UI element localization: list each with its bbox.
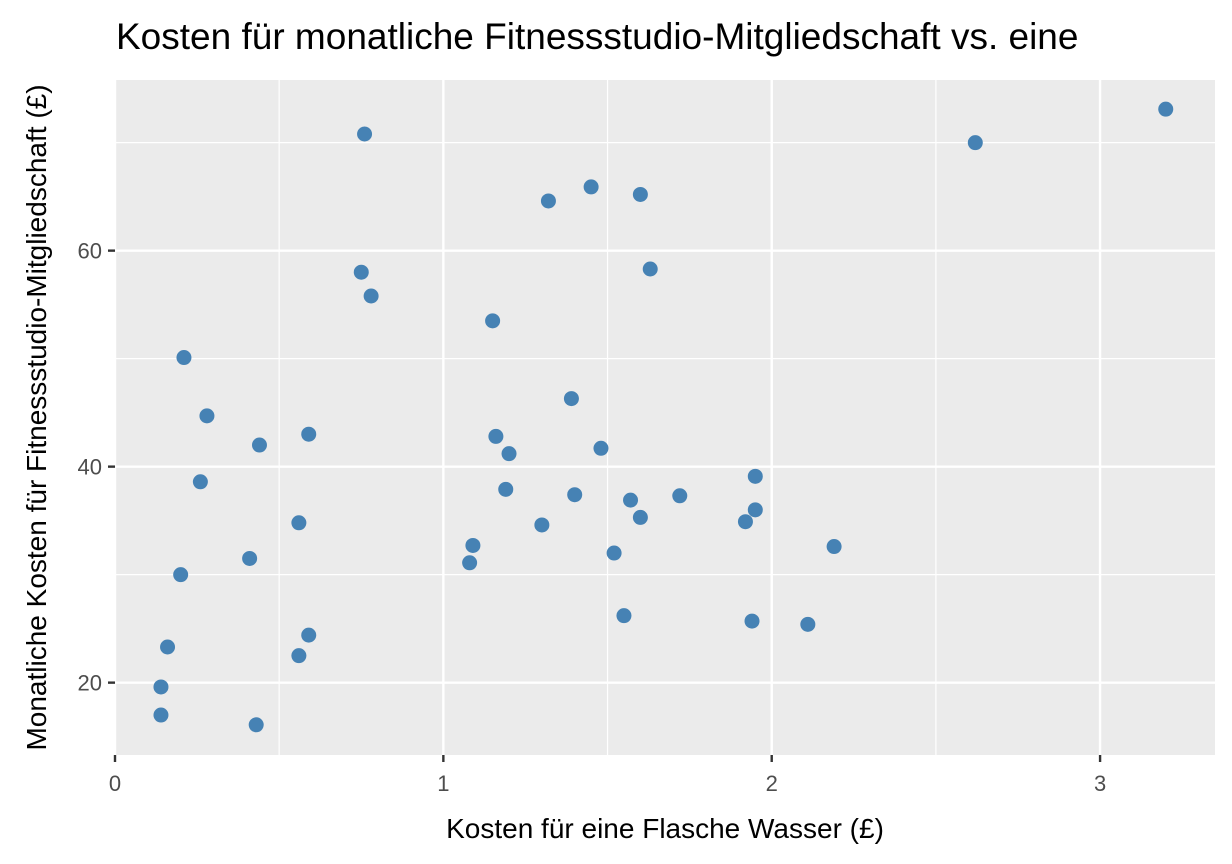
data-point — [540, 193, 556, 209]
y-axis-title: Monatliche Kosten für Fitnessstudio-Mitg… — [21, 84, 52, 750]
y-axis: 20 40 60 — [78, 239, 115, 696]
data-point — [593, 440, 609, 456]
data-point — [160, 639, 176, 655]
x-tick-label: 1 — [437, 771, 449, 796]
data-point — [173, 567, 189, 583]
data-point — [363, 288, 379, 304]
x-axis: 0 1 2 3 — [109, 755, 1106, 796]
data-point — [747, 502, 763, 518]
data-point — [632, 509, 648, 525]
data-point — [501, 446, 517, 462]
data-point — [616, 608, 632, 624]
x-tick-label: 2 — [766, 771, 778, 796]
chart-title: Kosten für monatliche Fitnessstudio-Mitg… — [116, 16, 1079, 57]
data-point — [301, 627, 317, 643]
data-point — [488, 428, 504, 444]
data-point — [800, 616, 816, 632]
data-point — [462, 555, 478, 571]
data-points — [153, 101, 1174, 733]
data-point — [672, 488, 688, 504]
data-point — [737, 514, 753, 530]
data-point — [826, 539, 842, 555]
data-point — [1158, 101, 1174, 117]
data-point — [248, 717, 264, 733]
data-point — [353, 264, 369, 280]
major-gridlines — [113, 80, 1215, 755]
data-point — [606, 545, 622, 561]
data-point — [485, 313, 501, 329]
data-point — [632, 186, 648, 202]
plot-panel — [115, 80, 1215, 755]
x-tick-label: 3 — [1094, 771, 1106, 796]
data-point — [301, 426, 317, 442]
data-point — [498, 481, 514, 497]
data-point — [242, 550, 258, 566]
data-point — [465, 537, 481, 553]
data-point — [642, 261, 658, 277]
x-tick-label: 0 — [109, 771, 121, 796]
y-tick-label: 40 — [78, 455, 102, 480]
data-point — [251, 437, 267, 453]
data-point — [583, 179, 599, 195]
data-point — [291, 648, 307, 664]
data-point — [534, 517, 550, 533]
data-point — [567, 487, 583, 503]
data-point — [967, 135, 983, 151]
data-point — [153, 679, 169, 695]
data-point — [744, 613, 760, 629]
x-axis-title: Kosten für eine Flasche Wasser (£) — [446, 813, 884, 844]
data-point — [153, 707, 169, 723]
data-point — [357, 126, 373, 142]
data-point — [747, 468, 763, 484]
minor-gridlines — [115, 80, 1215, 755]
y-tick-label: 60 — [78, 239, 102, 264]
data-point — [199, 408, 215, 424]
data-point — [563, 391, 579, 407]
y-tick-label: 20 — [78, 671, 102, 696]
data-point — [291, 515, 307, 531]
data-point — [192, 474, 208, 490]
data-point — [623, 492, 639, 508]
data-point — [176, 350, 192, 366]
